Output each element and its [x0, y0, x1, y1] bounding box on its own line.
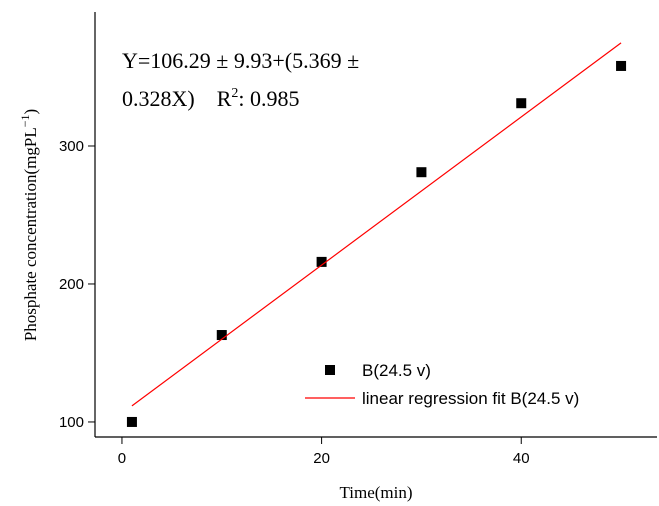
x-tick-label: 0 — [118, 450, 126, 467]
annotation-part: 0.328X) R — [122, 86, 232, 111]
annotation-sup: 2 — [231, 86, 238, 101]
y-axis-title-part: Phosphate concentration(mgPL — [21, 127, 40, 341]
y-axis-title: Phosphate concentration(mgPL−1) — [18, 109, 40, 341]
x-tick-label: 20 — [313, 450, 330, 467]
x-tick-label: 40 — [513, 450, 530, 467]
x-axis-title: Time(min) — [339, 483, 412, 502]
legend-label: B(24.5 v) — [362, 361, 431, 380]
y-tick-label: 300 — [59, 138, 84, 155]
y-tick-label: 200 — [59, 276, 84, 293]
fit-line — [131, 42, 622, 407]
point — [516, 98, 527, 109]
legend-label: linear regression fit B(24.5 v) — [362, 389, 579, 408]
y-tick-label: 100 — [59, 414, 84, 431]
point — [616, 60, 627, 71]
legend-marker — [325, 365, 335, 375]
point — [126, 416, 137, 427]
annotation: Y=106.29 ± 9.93+(5.369 ± — [122, 48, 359, 73]
point — [316, 256, 327, 267]
point — [416, 167, 427, 178]
y-axis-title-sup: −1 — [18, 115, 32, 128]
point — [216, 330, 227, 341]
annotation-part: : 0.985 — [238, 86, 299, 111]
y-axis-title-part: ) — [21, 109, 40, 115]
annotation: 0.328X) R2: 0.985 — [122, 86, 300, 111]
